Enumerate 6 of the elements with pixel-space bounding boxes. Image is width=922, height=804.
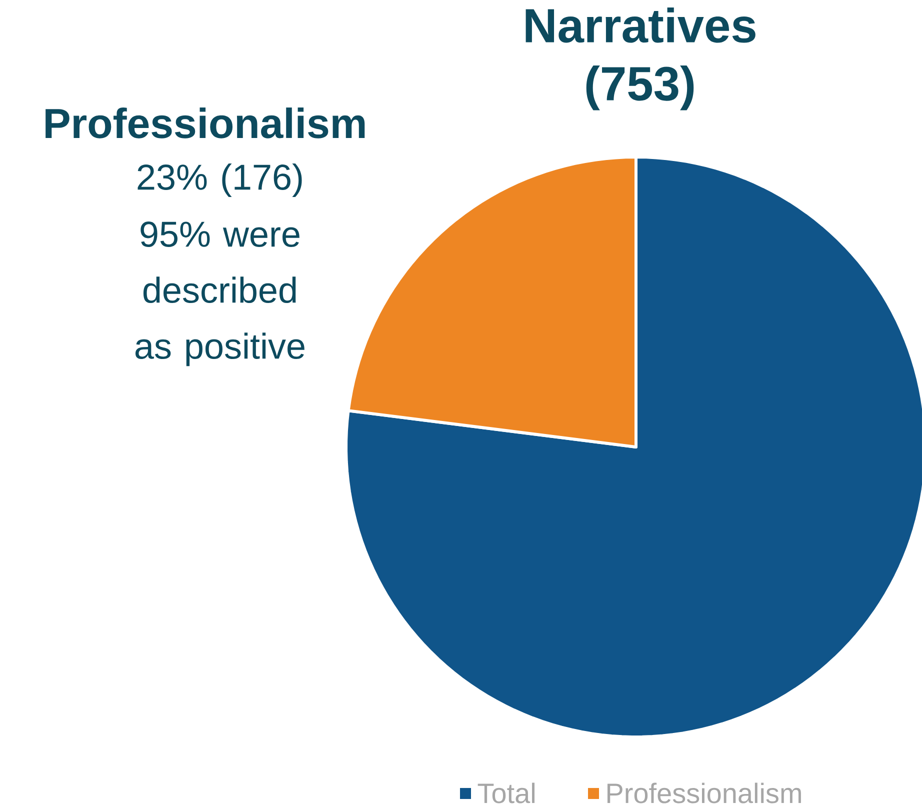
chart-title: Narratives (753)	[526, 8, 756, 110]
legend-label: Professionalism	[607, 782, 801, 804]
text: 95% were described as positive	[135, 222, 304, 366]
text: Professionalism	[46, 108, 365, 138]
text: 23% (176)	[138, 164, 302, 198]
legend-label: Total	[478, 782, 534, 804]
